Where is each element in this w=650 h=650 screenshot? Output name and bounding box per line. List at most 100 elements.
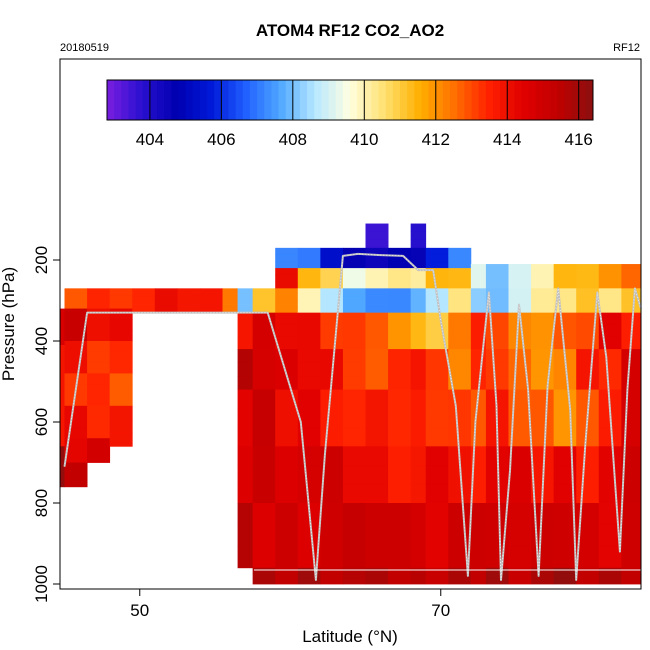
heatmap-cell — [388, 247, 412, 255]
heatmap-cell — [297, 408, 321, 428]
colorbar-swatch — [221, 80, 229, 120]
colorbar-swatch — [328, 80, 337, 120]
heatmap-cell — [410, 524, 427, 547]
colorbar-swatch — [128, 80, 137, 120]
heatmap-cell — [470, 503, 487, 525]
heatmap-cell — [470, 280, 487, 289]
heatmap-cell — [109, 330, 133, 342]
heatmap-cell — [297, 465, 321, 485]
colorbar-swatch — [385, 80, 394, 120]
heatmap-cell — [64, 438, 88, 447]
heatmap-cell — [275, 281, 299, 289]
heatmap-cell — [598, 546, 622, 569]
heatmap-cell — [508, 484, 532, 504]
heatmap-cell — [320, 503, 344, 525]
heatmap-cell — [64, 341, 88, 353]
colorbar-swatch — [464, 80, 472, 120]
heatmap-cell — [410, 261, 427, 269]
heatmap-cell — [297, 254, 321, 262]
colorbar-swatch — [228, 80, 237, 120]
heatmap-cell — [508, 524, 532, 547]
x-axis-label: Latitude (°N) — [302, 627, 398, 646]
heatmap-cell — [531, 427, 555, 447]
heatmap-cell — [275, 408, 299, 428]
heatmap-cell — [237, 288, 254, 297]
heatmap-cell — [237, 304, 254, 314]
colorbar-swatch — [207, 80, 215, 120]
heatmap-cell — [252, 484, 276, 504]
heatmap-cell — [576, 304, 600, 314]
heatmap-cell — [177, 304, 201, 314]
heatmap-cell — [598, 324, 622, 338]
heatmap-cell — [342, 427, 366, 447]
heatmap-cell — [508, 546, 532, 569]
heatmap-cell — [531, 312, 555, 326]
heatmap-cell — [275, 362, 299, 377]
heatmap-cell — [365, 524, 389, 547]
heatmap-cell — [425, 247, 449, 255]
colorbar-swatch — [264, 80, 272, 120]
heatmap-cell — [222, 288, 238, 297]
heatmap-cell — [598, 484, 622, 504]
heatmap-cell — [365, 312, 389, 326]
heatmap-cell — [448, 567, 472, 574]
heatmap-cell — [64, 470, 88, 480]
heatmap-cell — [109, 351, 133, 363]
colorbar-swatch — [414, 80, 422, 120]
heatmap-cell — [425, 546, 449, 569]
heatmap-cell — [425, 268, 449, 276]
heatmap-cell — [109, 362, 133, 374]
heatmap-cell — [448, 312, 472, 326]
heatmap-cell — [237, 446, 254, 466]
heatmap-cell — [297, 268, 321, 276]
colorbar-swatch — [514, 80, 523, 120]
colorbar-swatch — [378, 80, 387, 120]
chart-title: ATOM4 RF12 CO2_AO2 — [256, 21, 444, 40]
heatmap-cell — [531, 296, 555, 305]
heatmap-cell — [342, 336, 366, 350]
colorbar-swatch — [171, 80, 179, 120]
heatmap-cell — [297, 336, 321, 350]
heatmap-cell — [388, 281, 412, 289]
colorbar-swatch — [307, 80, 315, 120]
heatmap-cell — [237, 484, 254, 504]
heatmap-cell — [320, 247, 344, 255]
heatmap-cell — [576, 465, 600, 485]
heatmap-cell — [410, 254, 427, 262]
heatmap-cell — [470, 288, 487, 297]
heatmap-cell — [297, 296, 321, 305]
heatmap-cell — [60, 308, 65, 322]
heatmap-cell — [297, 567, 321, 574]
heatmap-cell — [320, 296, 344, 305]
heatmap-cell — [425, 427, 449, 447]
heatmap-cell — [470, 578, 487, 585]
heatmap-cell — [485, 272, 509, 281]
heatmap-cell — [598, 296, 622, 305]
heatmap-cell — [64, 478, 88, 488]
heatmap-cell — [410, 336, 427, 350]
heatmap-cell — [531, 408, 555, 428]
heatmap-cell — [252, 446, 276, 466]
heatmap-cell — [553, 389, 577, 409]
x-axis: 50 70 — [130, 589, 450, 620]
heatmap-cell — [365, 503, 389, 525]
heatmap-cell — [87, 405, 111, 417]
heatmap-cell — [448, 349, 472, 363]
heatmap-cell — [252, 408, 276, 428]
heatmap-cell — [365, 484, 389, 504]
heatmap-cell — [109, 308, 133, 320]
heatmap-cell — [297, 288, 321, 297]
colorbar-tick-label: 414 — [493, 130, 521, 149]
heatmap-cell — [60, 432, 65, 447]
heatmap-cell — [342, 503, 366, 525]
heatmap-cell — [531, 389, 555, 409]
heatmap-cell — [553, 578, 577, 585]
heatmap-cell — [425, 336, 449, 350]
heatmap-cell — [64, 446, 88, 455]
heatmap-cell — [297, 281, 321, 289]
heatmap-cell — [320, 546, 344, 569]
heatmap-cell — [252, 503, 276, 525]
heatmap-cell — [531, 288, 555, 297]
heatmap-cell — [252, 546, 276, 569]
